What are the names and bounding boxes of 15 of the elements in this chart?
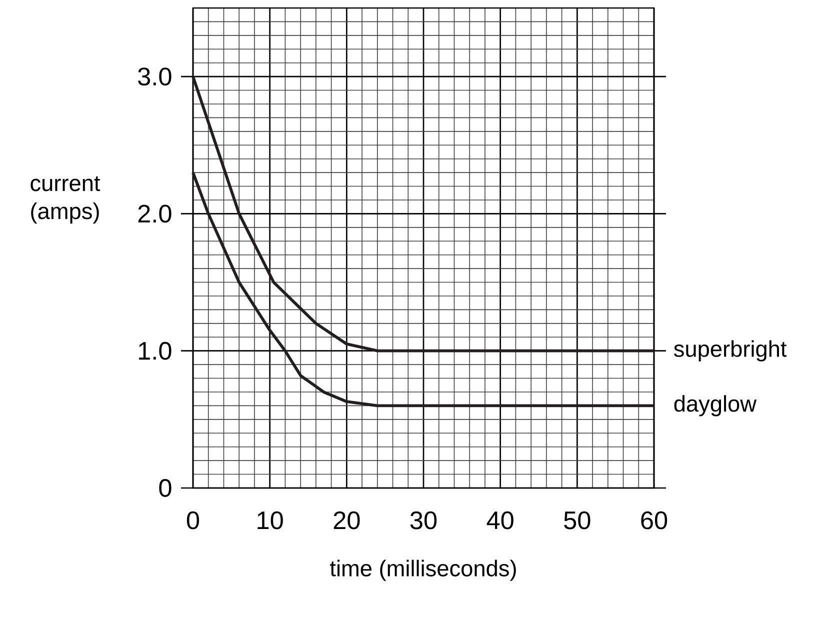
x-tick-label: 40: [486, 511, 514, 530]
y-tick-label: 2.0: [138, 204, 172, 223]
x-tick-label: 0: [186, 511, 200, 530]
y-tick-label: 0: [159, 479, 172, 497]
x-tick-label: 10: [258, 511, 283, 530]
x-tick-label: 60: [641, 511, 668, 530]
x-tick-label: 30: [410, 511, 437, 530]
series-label: dayglow: [674, 395, 757, 416]
x-tick-label: 50: [564, 511, 590, 530]
y-axis-title: current (amps): [30, 176, 100, 224]
y-tick-label: 3.0: [138, 68, 172, 86]
x-axis-title: time (milliseconds): [330, 560, 516, 581]
series-label: superbright: [674, 340, 787, 362]
x-tick-label: 20: [334, 511, 360, 530]
y-tick-label: 1.0: [139, 342, 172, 360]
